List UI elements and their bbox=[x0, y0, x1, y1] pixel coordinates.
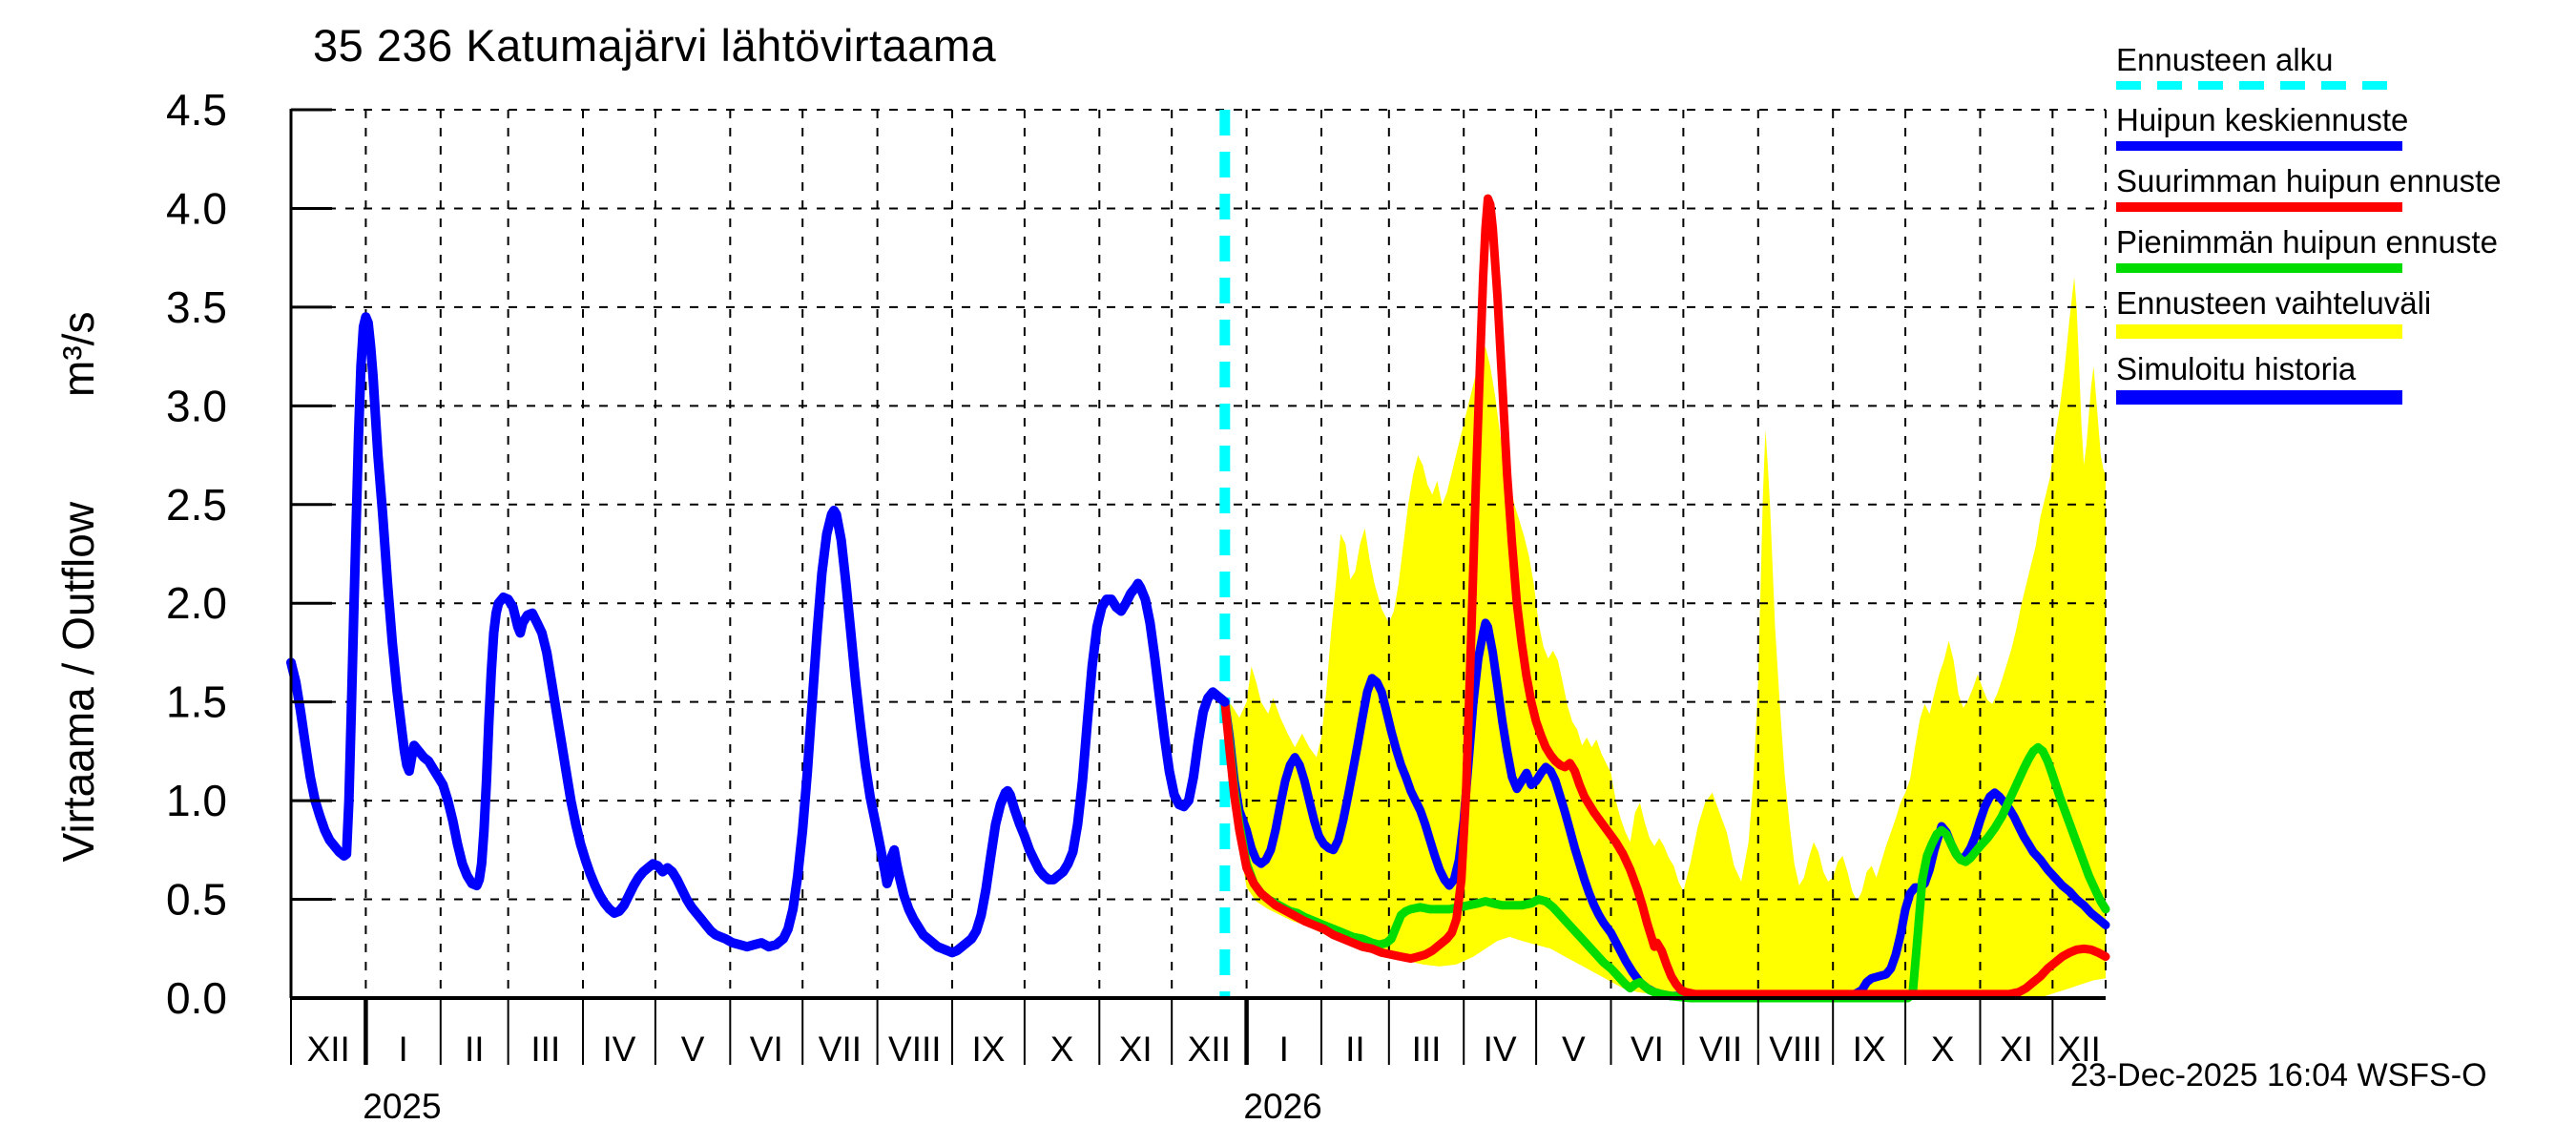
forecast-mean-line-swatch bbox=[2116, 141, 2402, 151]
simulated-history-line-swatch bbox=[2116, 390, 2402, 405]
chart-title: 35 236 Katumajärvi lähtövirtaama bbox=[313, 20, 997, 71]
y-tick-label: 2.5 bbox=[166, 480, 227, 530]
forecast-range-swatch bbox=[2116, 324, 2402, 339]
month-label: II bbox=[465, 1030, 485, 1069]
generation-timestamp: 23-Dec-2025 16:04 WSFS-O bbox=[2070, 1057, 2487, 1093]
month-label: VIII bbox=[1769, 1030, 1822, 1069]
month-label: XI bbox=[2000, 1030, 2033, 1069]
series-forecast-mean bbox=[1220, 618, 2110, 1001]
month-label: IX bbox=[971, 1030, 1005, 1069]
year-label: 2026 bbox=[1243, 1087, 1321, 1126]
y-tick-label: 0.5 bbox=[166, 875, 227, 925]
series-forecast-max bbox=[1220, 194, 2110, 999]
series-forecast-min bbox=[1220, 697, 2110, 1003]
month-label: IV bbox=[602, 1030, 635, 1069]
legend-item-simulated-history: Simuloitu historia bbox=[2116, 351, 2502, 405]
legend: Ennusteen alku Huipun keskiennuste Suuri… bbox=[2116, 42, 2502, 417]
legend-label: Pienimmän huipun ennuste bbox=[2116, 224, 2498, 260]
month-label: XII bbox=[307, 1030, 350, 1069]
y-tick-label: 3.5 bbox=[166, 282, 227, 332]
month-label: X bbox=[1050, 1030, 1074, 1069]
month-label: VII bbox=[819, 1030, 862, 1069]
legend-label: Huipun keskiennuste bbox=[2116, 102, 2409, 137]
month-label: XII bbox=[2058, 1030, 2101, 1069]
legend-item-forecast-mean: Huipun keskiennuste bbox=[2116, 102, 2502, 151]
y-tick-label: 1.5 bbox=[166, 677, 227, 727]
month-label: V bbox=[1562, 1030, 1586, 1069]
forecast-min-line-swatch bbox=[2116, 263, 2402, 273]
month-label: VIII bbox=[888, 1030, 942, 1069]
month-label: IV bbox=[1484, 1030, 1517, 1069]
month-label: III bbox=[1412, 1030, 1442, 1069]
forecast-max-line-swatch bbox=[2116, 202, 2402, 212]
y-tick-label: 1.0 bbox=[166, 776, 227, 825]
legend-label: Ennusteen vaihteluväli bbox=[2116, 285, 2432, 321]
forecast-start-line-swatch bbox=[2116, 81, 2402, 90]
month-label: I bbox=[1279, 1030, 1289, 1069]
legend-label: Simuloitu historia bbox=[2116, 351, 2357, 386]
month-label: VII bbox=[1699, 1030, 1742, 1069]
series-simulated-history bbox=[286, 312, 1230, 958]
y-tick-label: 3.0 bbox=[166, 381, 227, 430]
y-tick-label: 4.0 bbox=[166, 183, 227, 233]
month-label: II bbox=[1345, 1030, 1365, 1069]
month-label: VI bbox=[750, 1030, 783, 1069]
y-tick-label: 4.5 bbox=[166, 85, 227, 135]
month-label: XI bbox=[1119, 1030, 1153, 1069]
legend-item-forecast-max: Suurimman huipun ennuste bbox=[2116, 163, 2502, 212]
month-label: IX bbox=[1853, 1030, 1886, 1069]
legend-label: Ennusteen alku bbox=[2116, 42, 2334, 77]
legend-item-forecast-start: Ennusteen alku bbox=[2116, 42, 2502, 90]
legend-item-forecast-range: Ennusteen vaihteluväli bbox=[2116, 285, 2502, 339]
month-label: VI bbox=[1631, 1030, 1664, 1069]
year-label: 2025 bbox=[363, 1087, 441, 1126]
forecast-range-band bbox=[1224, 277, 2106, 998]
month-label: X bbox=[1931, 1030, 1955, 1069]
month-label: V bbox=[681, 1030, 705, 1069]
month-label: III bbox=[530, 1030, 560, 1069]
y-tick-label: 0.0 bbox=[166, 973, 227, 1023]
legend-item-forecast-min: Pienimmän huipun ennuste bbox=[2116, 224, 2502, 273]
legend-label: Suurimman huipun ennuste bbox=[2116, 163, 2502, 198]
month-label: XII bbox=[1188, 1030, 1231, 1069]
y-tick-label: 2.0 bbox=[166, 578, 227, 628]
month-label: I bbox=[398, 1030, 407, 1069]
